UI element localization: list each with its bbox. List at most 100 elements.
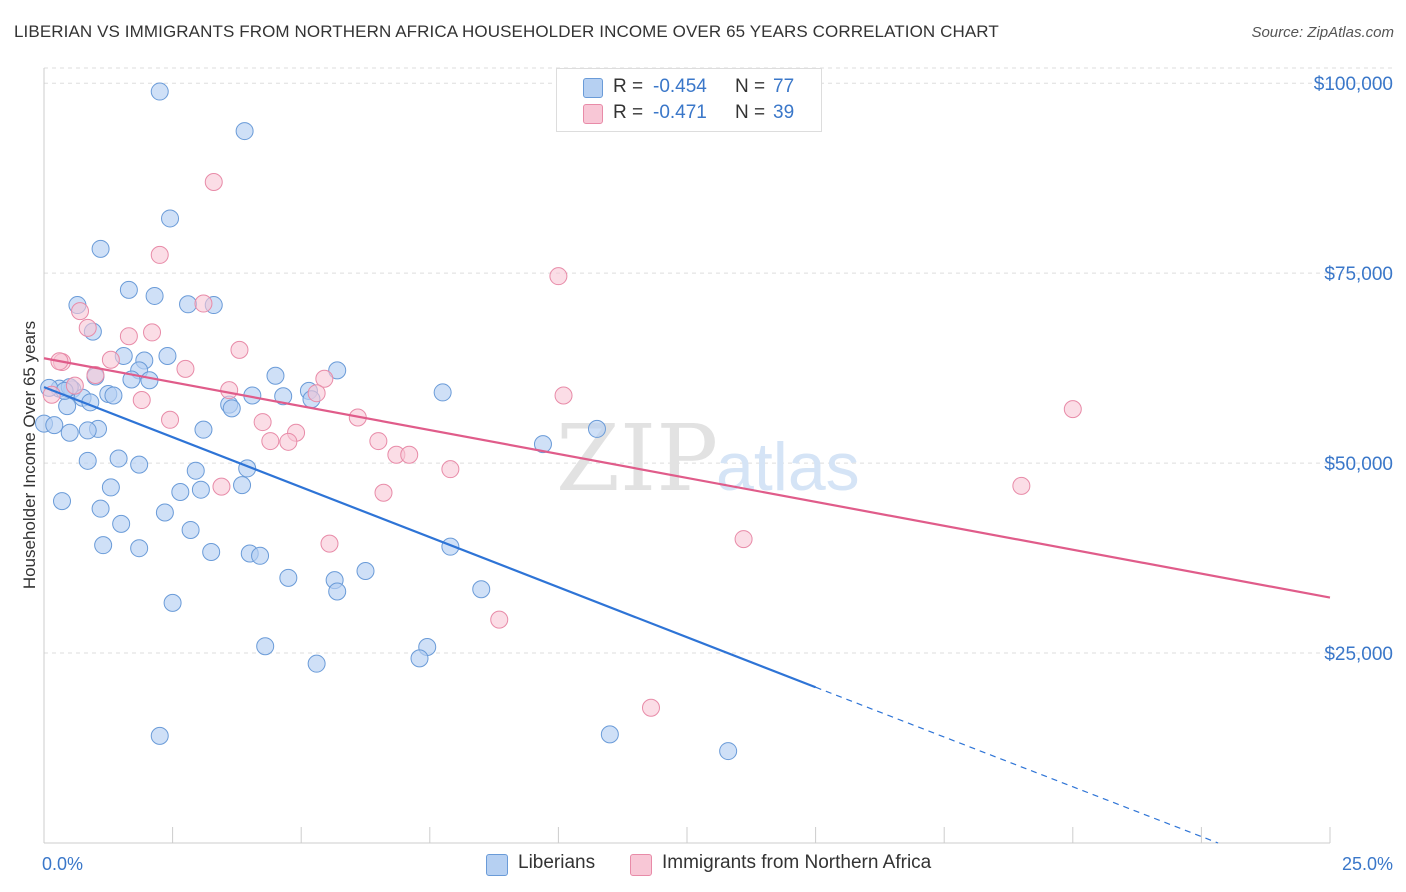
point-liberians: [307, 654, 326, 673]
point-northern-africa: [441, 460, 460, 479]
point-northern-africa: [253, 413, 272, 432]
point-northern-africa: [204, 172, 223, 191]
point-northern-africa: [42, 385, 61, 404]
legend-label-northern-africa: Immigrants from Northern Africa: [662, 852, 932, 873]
point-liberians: [356, 561, 375, 580]
grid-layer: [44, 67, 1394, 654]
legend-label-liberians: Liberians: [518, 852, 596, 873]
legend-n-label: N =: [735, 76, 766, 97]
legend-swatch-northern-africa: [583, 104, 603, 124]
point-liberians: [140, 371, 159, 390]
point-northern-africa: [65, 376, 84, 395]
point-liberians: [158, 346, 177, 365]
point-liberians: [266, 366, 285, 385]
point-northern-africa: [307, 384, 326, 403]
point-northern-africa: [78, 318, 97, 337]
legend-r-label: R =: [613, 102, 644, 123]
point-northern-africa: [315, 369, 334, 388]
trend-line-liberians-extension: [815, 686, 1219, 844]
correlation-legend: R = -0.454 N = 77 R = -0.471 N = 39: [556, 68, 822, 132]
legend-r-value: -0.454: [653, 76, 707, 97]
point-northern-africa: [549, 267, 568, 286]
point-liberians: [145, 286, 164, 305]
point-northern-africa: [86, 365, 105, 384]
point-liberians: [119, 280, 138, 299]
y-axis-title: Householder Income Over 65 years: [20, 321, 39, 589]
point-northern-africa: [132, 391, 151, 410]
x-tick-label: 25.0%: [1342, 854, 1393, 874]
point-liberians: [410, 649, 429, 668]
point-liberians: [112, 514, 131, 533]
trend-line-northern-africa: [43, 357, 1331, 599]
point-northern-africa: [1063, 400, 1082, 419]
point-liberians: [60, 423, 79, 442]
point-northern-africa: [119, 327, 138, 346]
point-liberians: [235, 122, 254, 141]
point-liberians: [433, 383, 452, 402]
point-liberians: [171, 482, 190, 501]
point-liberians: [78, 421, 97, 440]
point-northern-africa: [374, 483, 393, 502]
legend-swatch-liberians: [583, 78, 603, 98]
point-northern-africa: [490, 610, 509, 629]
point-liberians: [256, 637, 275, 656]
point-liberians: [587, 419, 606, 438]
point-liberians: [109, 449, 128, 468]
point-liberians: [719, 742, 738, 761]
legend-swatch-liberians: [486, 854, 508, 876]
source-credit: Source: ZipAtlas.com: [1251, 24, 1394, 41]
point-liberians: [186, 461, 205, 480]
point-northern-africa: [220, 381, 239, 400]
point-liberians: [91, 239, 110, 258]
y-tick-label: $75,000: [1324, 264, 1393, 285]
legend-swatch-northern-africa: [630, 854, 652, 876]
legend-n-value: 39: [773, 102, 795, 123]
point-northern-africa: [369, 432, 388, 451]
point-northern-africa: [71, 302, 90, 321]
series-northern-africa-points: [42, 172, 1082, 717]
point-liberians: [181, 520, 200, 539]
y-tick-label: $100,000: [1314, 74, 1393, 95]
point-liberians: [194, 420, 213, 439]
point-northern-africa: [1012, 476, 1031, 495]
trend-lines: [43, 357, 1331, 844]
point-liberians: [91, 499, 110, 518]
point-northern-africa: [194, 294, 213, 313]
point-liberians: [101, 478, 120, 497]
axis-labels: $25,000 $50,000 $75,000 $100,000 0.0% 25.0%: [42, 74, 1393, 874]
point-liberians: [150, 82, 169, 101]
point-northern-africa: [554, 386, 573, 405]
point-liberians: [251, 546, 270, 565]
point-liberians: [150, 726, 169, 745]
point-northern-africa: [176, 359, 195, 378]
point-liberians: [78, 451, 97, 470]
trend-line-liberians: [43, 386, 816, 689]
point-liberians: [155, 503, 174, 522]
point-liberians: [328, 361, 347, 380]
point-liberians: [45, 416, 64, 435]
point-northern-africa: [143, 323, 162, 342]
point-northern-africa: [230, 340, 249, 359]
point-liberians: [104, 386, 123, 405]
point-liberians: [472, 580, 491, 599]
point-liberians: [274, 387, 293, 406]
legend-r-value: -0.471: [653, 102, 707, 123]
point-liberians: [191, 480, 210, 499]
point-northern-africa: [400, 445, 419, 464]
axes-layer: [43, 68, 1331, 844]
y-tick-label: $50,000: [1324, 454, 1393, 475]
point-liberians: [533, 435, 552, 454]
point-liberians: [600, 725, 619, 744]
legend-r-label: R =: [613, 76, 644, 97]
point-liberians: [58, 397, 77, 416]
x-tick-label: 0.0%: [42, 854, 83, 874]
point-northern-africa: [279, 432, 298, 451]
point-liberians: [179, 295, 198, 314]
point-liberians: [202, 542, 221, 561]
point-liberians: [130, 455, 149, 474]
point-liberians: [163, 593, 182, 612]
point-liberians: [161, 209, 180, 228]
legend-n-value: 77: [773, 76, 795, 97]
y-tick-label: $25,000: [1324, 644, 1393, 665]
